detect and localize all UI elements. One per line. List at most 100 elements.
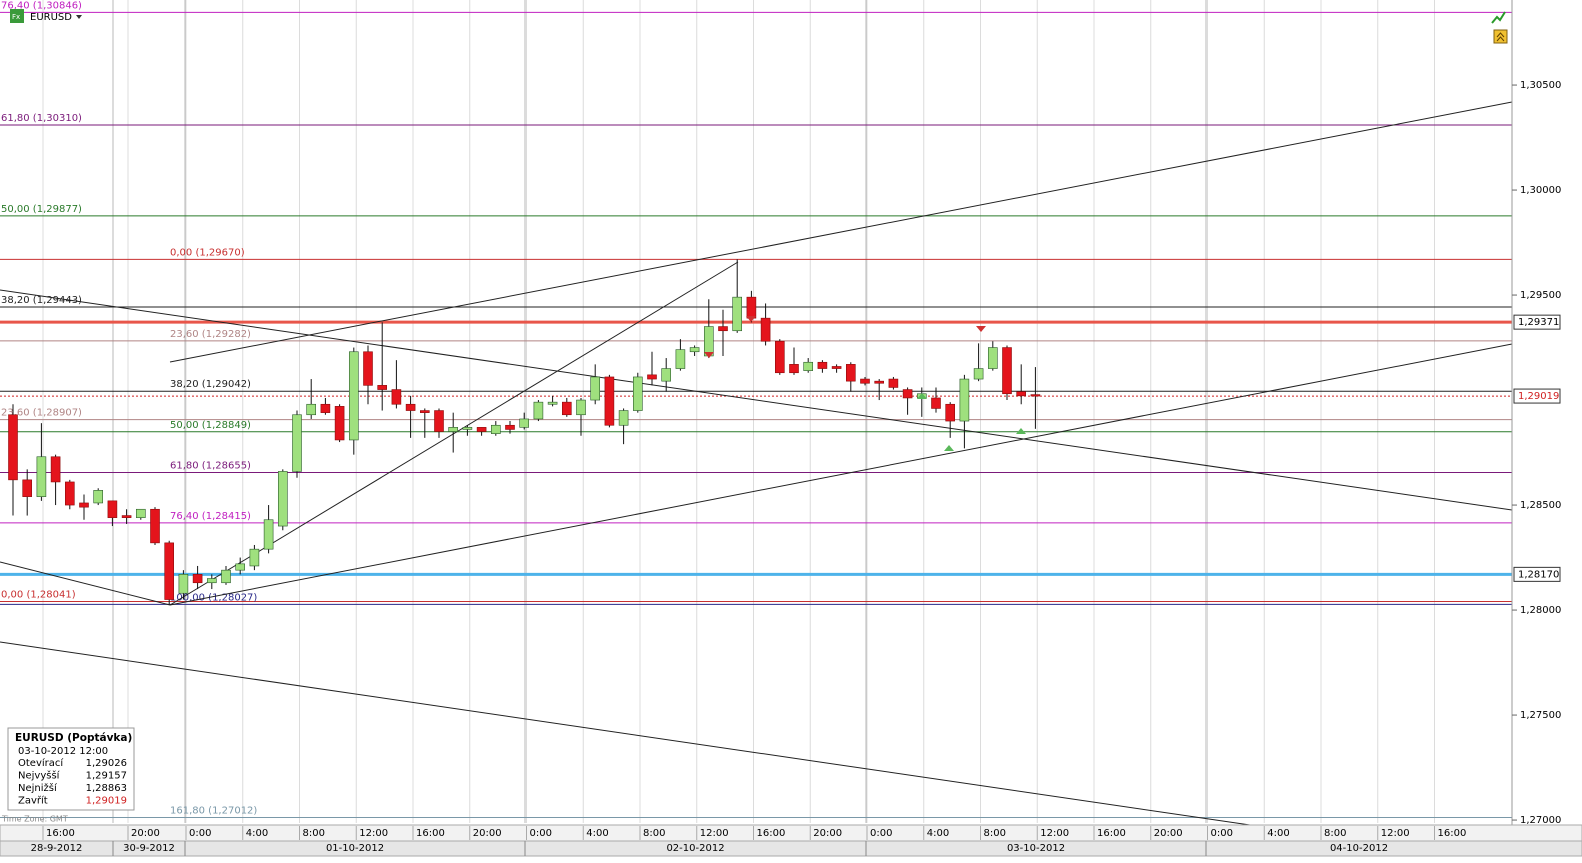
candle-body (902, 389, 913, 399)
candle-body (760, 317, 771, 342)
fib-label: 50,00 (1,29877) (1, 204, 82, 215)
symbol-icon-text: Fx (12, 13, 20, 21)
candle-body (987, 347, 998, 369)
price-label: 1,28170 (1518, 569, 1559, 580)
candle-body (945, 403, 956, 422)
candle-body (93, 490, 103, 504)
buy-marker (944, 445, 954, 451)
candle-body (519, 418, 530, 428)
time-label: 20:00 (473, 828, 502, 839)
date-label: 03-10-2012 (1007, 843, 1065, 854)
candle-body (363, 351, 373, 386)
candle-body (505, 424, 515, 430)
candle-body (235, 563, 245, 571)
candle-body (8, 414, 18, 481)
info-date: 03-10-2012 12:00 (18, 746, 108, 757)
symbol[interactable]: EURUSD (30, 12, 72, 23)
candle-body (718, 326, 728, 332)
candle-body (860, 378, 870, 384)
date-label: 28-9-2012 (31, 843, 83, 854)
symbol-dropdown[interactable] (76, 15, 82, 19)
time-label: 20:00 (813, 828, 842, 839)
candle-body (107, 500, 118, 518)
price-label-box (1513, 566, 1561, 582)
candle-body (263, 519, 274, 550)
fib-label: 0,00 (1,29670) (170, 247, 245, 258)
x-axis: 16:00 20:00 0:00 4:00 8:00 12:00 16:00 20:00 0:0… (31, 826, 1466, 856)
candle-body (462, 427, 473, 430)
info-row-value: 1,29157 (86, 771, 127, 782)
time-label: 8:00 (303, 828, 325, 839)
info-row-label: Nejnižší (18, 782, 58, 794)
candle-body (845, 364, 856, 382)
time-label: 4:00 (927, 828, 949, 839)
date-label: 02-10-2012 (666, 843, 724, 854)
fib-label: 23,60 (1,28907) (1, 408, 82, 419)
candle-body (618, 410, 629, 426)
candle-body (136, 508, 146, 518)
y-tick-label: 1,30500 (1520, 80, 1561, 91)
fib-label: 61,80 (1,30310) (1, 113, 82, 124)
time-label: 16:00 (46, 828, 75, 839)
candle-body (661, 368, 672, 382)
time-label: 12:00 (1040, 828, 1069, 839)
y-tick-label: 1,29500 (1520, 290, 1561, 301)
candle-body (547, 401, 558, 405)
time-label: 8:00 (1324, 828, 1346, 839)
sell-marker (746, 316, 756, 322)
fib-label: 100,00 (1,28027) (170, 592, 257, 603)
candle-body (689, 347, 700, 353)
fib-label: 61,80 (1,28655) (170, 461, 251, 472)
time-label: 16:00 (757, 828, 786, 839)
price-label-box (1513, 388, 1561, 404)
candle-body (959, 378, 970, 422)
candle-body (1016, 391, 1027, 397)
candle-body (576, 399, 586, 416)
candle-body (789, 364, 799, 374)
y-tick-label: 1,27500 (1520, 710, 1561, 721)
trend-icon[interactable] (1491, 11, 1506, 24)
y-tick-label: 1,28500 (1520, 500, 1561, 511)
time-label: 4:00 (1267, 828, 1289, 839)
candle-body (178, 574, 189, 594)
candle-body (632, 376, 643, 411)
candle-body (320, 403, 331, 413)
candle-body (888, 378, 899, 388)
candle-body (22, 479, 33, 497)
candle-body (348, 351, 359, 441)
fib-label: 76,40 (1,30846) (1, 0, 82, 11)
symbol-icon (10, 9, 24, 23)
time-label: 20:00 (131, 828, 160, 839)
candle-body (150, 508, 160, 544)
time-label: 20:00 (1154, 828, 1183, 839)
candle-body (874, 380, 885, 384)
time-label: 12:00 (700, 828, 729, 839)
collapse-chevrons (1496, 32, 1505, 42)
candle-body (221, 569, 231, 584)
price-label: 1,29019 (1518, 391, 1559, 402)
candle-body (419, 410, 430, 413)
candle-body (490, 424, 501, 434)
trend-line (0, 289, 1513, 511)
candle-body (746, 296, 757, 319)
candle-body (973, 368, 984, 380)
candle-body (121, 515, 132, 518)
info-box-frame (7, 727, 135, 811)
candle-body (533, 401, 544, 420)
info-row-value: 1,28863 (86, 783, 127, 794)
price-label-box (1513, 314, 1561, 330)
sell-marker (976, 326, 986, 332)
candle-body (292, 414, 302, 472)
time-label: 4:00 (246, 828, 268, 839)
candle-body (803, 361, 814, 371)
candle-body (448, 427, 459, 432)
date-axis (0, 840, 1582, 857)
info-row-label: Otevírací (18, 757, 64, 769)
info-row-value: 1,29019 (86, 796, 127, 807)
fib-label: 0,00 (1,28041) (1, 589, 76, 600)
trend-lines (0, 101, 1513, 826)
candle-body (207, 578, 217, 584)
y-axis: 1,30500 1,30000 1,29500 1,28500 1,28000 1,275… (1512, 80, 1561, 826)
